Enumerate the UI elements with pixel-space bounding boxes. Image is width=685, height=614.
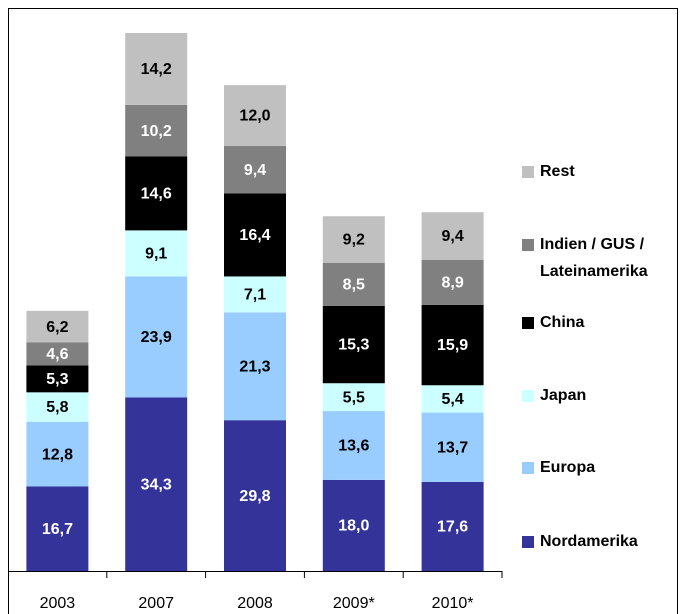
legend-label: China	[540, 314, 585, 331]
legend-swatch	[522, 239, 534, 251]
bar-segment	[421, 481, 484, 571]
bar-segment	[322, 262, 385, 306]
x-tick-label: 2007	[138, 595, 174, 612]
bar-segment	[322, 216, 385, 263]
bar-segment	[421, 385, 484, 413]
bar-segment	[322, 383, 385, 412]
value-label: 23,9	[141, 329, 172, 346]
bar-segment	[421, 412, 484, 482]
legend-label: Japan	[540, 387, 587, 404]
bar-segment	[421, 304, 484, 386]
value-label: 14,6	[141, 186, 172, 203]
value-label: 5,4	[441, 391, 463, 408]
value-label: 12,0	[239, 108, 270, 125]
value-label: 21,3	[239, 358, 270, 375]
value-label: 8,5	[343, 277, 365, 294]
legend-item: Europa	[522, 459, 680, 481]
bar-segment	[421, 259, 484, 305]
x-tick-label: 2010*	[432, 595, 474, 612]
legend-label: Rest	[540, 163, 575, 180]
legend-item: Rest	[522, 163, 680, 185]
bar-segment	[26, 342, 89, 366]
frame	[8, 8, 678, 614]
bar-segment	[224, 145, 286, 194]
bar-segment	[224, 312, 286, 421]
bar-segment	[322, 479, 385, 571]
value-label: 15,3	[338, 337, 369, 354]
value-label: 7,1	[244, 287, 266, 304]
bar-segment	[125, 397, 188, 571]
value-label: 4,6	[46, 346, 68, 363]
value-label: 13,6	[338, 438, 369, 455]
value-label: 6,2	[46, 319, 68, 336]
bar-segment	[224, 193, 286, 277]
value-label: 34,3	[141, 476, 172, 493]
bar-segment	[26, 310, 89, 343]
x-tick-label: 2009*	[333, 595, 375, 612]
value-label: 14,2	[141, 61, 172, 78]
value-label: 29,8	[239, 488, 270, 505]
value-label: 15,9	[437, 337, 468, 354]
bar-segment	[224, 276, 286, 313]
value-label: 10,2	[141, 123, 172, 140]
value-label: 9,4	[441, 228, 463, 245]
x-tick-label: 2008	[237, 595, 273, 612]
value-label: 16,7	[42, 521, 73, 538]
bar-segment	[125, 104, 188, 157]
bar-segment	[224, 85, 286, 146]
bar-segment	[322, 411, 385, 480]
bar-segment	[322, 305, 385, 384]
value-label: 5,3	[46, 371, 68, 388]
bar-segment	[125, 230, 188, 277]
bar-segment	[26, 365, 89, 393]
bar-segment	[125, 33, 188, 105]
legend-swatch	[522, 462, 534, 474]
bar-segment	[26, 486, 89, 571]
value-label: 9,2	[343, 232, 365, 249]
legend-swatch	[522, 166, 534, 178]
value-label: 18,0	[338, 518, 369, 535]
legend-item: Japan	[522, 387, 680, 409]
value-label: 9,1	[145, 246, 167, 263]
legend-label: Nordamerika	[540, 533, 638, 550]
value-label: 12,8	[42, 446, 73, 463]
legend-swatch	[522, 390, 534, 402]
bar-segment	[26, 421, 89, 487]
bar-segment	[125, 156, 188, 231]
legend-label: Europa	[540, 459, 596, 476]
value-label: 9,4	[244, 162, 266, 179]
value-label: 5,8	[46, 399, 68, 416]
legend-swatch	[522, 536, 534, 548]
value-label: 13,7	[437, 439, 468, 456]
legend-item: Indien / GUS / Lateinamerika	[522, 236, 680, 285]
bar-segment	[125, 276, 188, 398]
value-label: 17,6	[437, 519, 468, 536]
value-label: 16,4	[239, 227, 270, 244]
bar-segment	[224, 420, 286, 571]
legend-swatch	[522, 317, 534, 329]
legend-item: Nordamerika	[522, 533, 680, 555]
legend-label: Indien / GUS / Lateinamerika	[540, 236, 648, 280]
x-tick-label: 2003	[40, 595, 76, 612]
value-label: 5,5	[343, 389, 365, 406]
bar-segment	[421, 212, 484, 260]
legend-item: China	[522, 314, 680, 336]
bar-segment	[26, 392, 89, 422]
value-label: 8,9	[441, 274, 463, 291]
